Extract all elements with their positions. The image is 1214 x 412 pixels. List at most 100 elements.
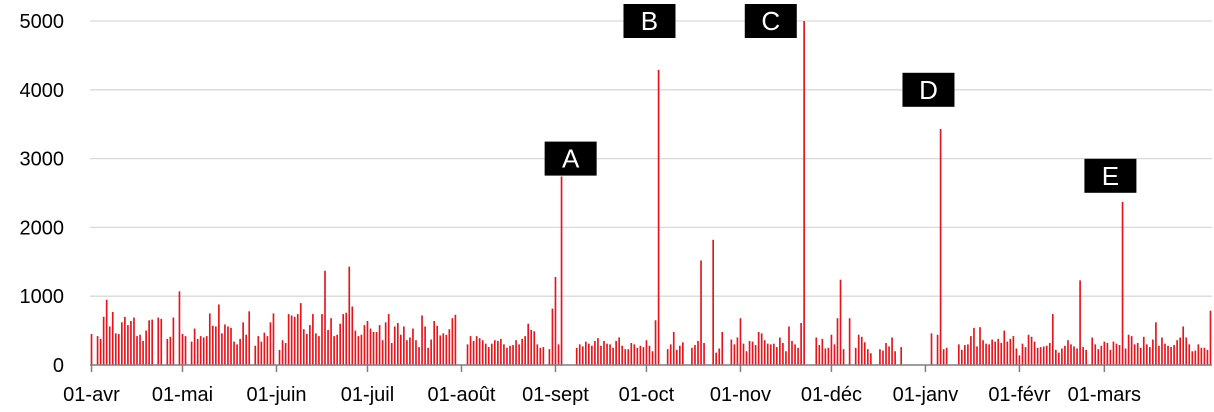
bar [1094,344,1097,365]
bar [739,318,742,365]
bar [239,338,241,365]
bar [694,345,696,365]
bar [973,327,975,365]
bar [1085,349,1087,365]
bar [1079,280,1081,365]
bar [142,340,144,365]
bar [305,334,308,365]
bar [839,279,842,365]
bar [691,347,693,365]
bar [957,344,960,365]
y-tick-label: 5000 [20,11,65,33]
bar [439,335,442,365]
bar [1106,342,1109,365]
bar [818,345,821,365]
bar [1073,346,1075,365]
bar [160,318,163,365]
y-tick-label: 3000 [20,149,65,171]
bar [1185,337,1188,365]
bar [418,347,420,365]
bar [99,338,102,365]
bar [997,338,1000,365]
x-tick-label: 01-mai [152,384,213,406]
x-tick-label: 01-sept [522,384,589,406]
bar [139,334,141,365]
bar [745,351,748,365]
bar [393,326,396,365]
bar [754,345,757,365]
bar [554,276,557,365]
bar [1009,338,1012,365]
bar [1030,336,1033,365]
bar [1112,341,1115,365]
bar [848,318,851,365]
bar [296,314,299,365]
bar [215,326,217,365]
bar [224,324,226,365]
bar [1194,350,1197,365]
bar [985,343,987,365]
bar [399,334,402,365]
bar [854,347,857,365]
bar [594,340,596,365]
bar [515,340,517,365]
bar [315,333,317,365]
bar [469,336,472,365]
bar [178,291,181,365]
bar [718,348,721,365]
bars [90,21,1212,365]
bar [327,329,329,365]
bar [642,347,645,365]
bar [293,316,296,365]
bar [882,350,884,365]
annotation-label: D [919,75,938,105]
bar [1012,336,1015,365]
bar [199,336,202,365]
bar [536,344,539,365]
bar [557,344,560,365]
bar [333,336,335,365]
bar [542,347,545,365]
bar [436,325,439,365]
gridlines [90,20,1212,297]
y-axis-ticks: 0 1000 2000 3000 4000 5000 [20,11,65,377]
bar [624,349,627,365]
bar [266,336,269,365]
bar [472,340,475,365]
bar [1033,341,1036,365]
bar [539,347,542,365]
bar [615,340,617,365]
bar [445,334,448,365]
bar [466,344,469,365]
bar [260,341,263,365]
bar [494,340,496,365]
annotation-label: A [562,144,580,174]
bar [603,340,605,365]
bar [114,333,117,365]
bar [1042,346,1045,365]
bar [381,340,384,365]
bar [102,316,105,365]
bar [788,326,790,365]
bar [836,318,839,365]
bar [290,315,293,365]
bar [378,325,381,365]
bar [548,349,551,365]
bar [1188,344,1191,365]
bar [1179,337,1181,365]
bar [357,336,360,365]
bar [551,308,554,365]
bar [645,340,648,365]
bar [636,347,639,365]
bar [530,329,533,365]
x-tick-label: 01-févr [988,384,1051,406]
x-tick-label: 01-juin [246,384,306,406]
bar [945,347,948,365]
bar [988,344,990,365]
x-tick-label: 01-oct [619,384,675,406]
bar [651,351,654,365]
bar [421,315,423,365]
bar [96,336,99,365]
bar [236,344,238,365]
bar [682,342,684,365]
